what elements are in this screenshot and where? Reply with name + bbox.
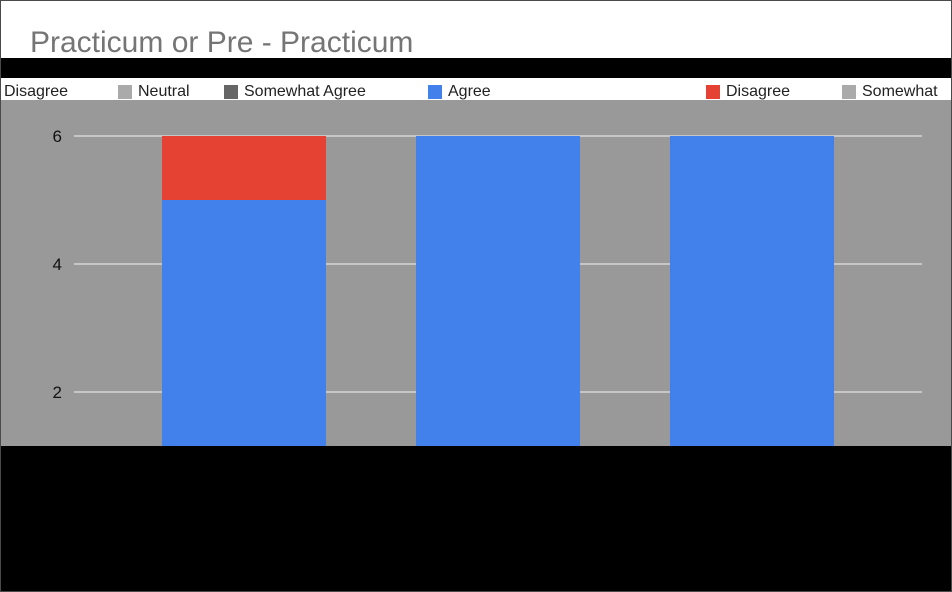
legend-swatch bbox=[224, 85, 238, 99]
y-tick-label: 2 bbox=[53, 383, 62, 402]
legend-item: Disagree bbox=[706, 83, 790, 101]
bar-agree bbox=[670, 136, 834, 446]
legend-item: Neutral bbox=[118, 83, 190, 101]
legend-label: Agree bbox=[448, 83, 491, 100]
legend-label: Disagree bbox=[4, 83, 69, 100]
y-tick-label: 6 bbox=[53, 127, 62, 146]
legend-label: Somewhat bbox=[862, 83, 938, 100]
legend-swatch bbox=[118, 85, 132, 99]
bar-agree bbox=[416, 136, 580, 446]
bar-disagree bbox=[162, 136, 326, 200]
legend-label: Disagree bbox=[726, 83, 791, 100]
legend-item: Somewhat Agree bbox=[224, 83, 366, 101]
legend-label: Neutral bbox=[138, 83, 190, 100]
legend-item: Agree bbox=[428, 83, 491, 101]
y-tick-label: 4 bbox=[53, 255, 62, 274]
legend-item: Disagree bbox=[4, 83, 68, 101]
bottom-panel bbox=[0, 446, 952, 592]
legend-swatch bbox=[842, 85, 856, 99]
chart-header: Practicum or Pre - Practicum bbox=[0, 0, 952, 59]
legend-item: Somewhat bbox=[842, 83, 938, 101]
legend-swatch bbox=[706, 85, 720, 99]
bar-agree bbox=[162, 200, 326, 446]
legend-label: Somewhat Agree bbox=[244, 83, 366, 100]
chart-title: Practicum or Pre - Practicum bbox=[30, 26, 414, 59]
legend-swatch bbox=[428, 85, 442, 99]
